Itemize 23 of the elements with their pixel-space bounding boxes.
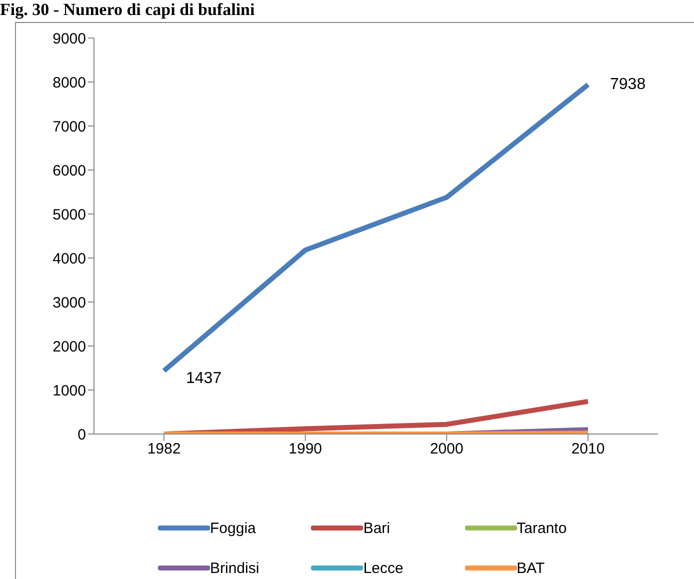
- y-tick-label: 9000: [52, 30, 86, 48]
- x-tick-label: 1982: [147, 440, 181, 458]
- legend-label: Bari: [363, 520, 390, 536]
- y-tick-label: 4000: [52, 250, 86, 268]
- y-tick-label: 8000: [52, 74, 86, 92]
- x-tick-label: 1990: [288, 440, 322, 458]
- data-label: 7938: [610, 76, 646, 93]
- legend-label: Lecce: [363, 560, 404, 576]
- x-tick-label: 2000: [430, 440, 464, 458]
- chart-title: Fig. 30 - Numero di capi di bufalini: [0, 0, 255, 20]
- y-tick-label: 2000: [52, 338, 86, 356]
- y-tick-label: 0: [78, 426, 86, 444]
- x-tick-label: 2010: [571, 440, 605, 458]
- y-tick-label: 3000: [52, 294, 86, 312]
- legend-label: Taranto: [516, 520, 567, 536]
- y-tick-label: 1000: [52, 382, 86, 400]
- legend-label: Brindisi: [210, 560, 260, 576]
- legend-label: Foggia: [210, 520, 256, 536]
- y-tick-label: 6000: [52, 162, 86, 180]
- y-tick-label: 7000: [52, 118, 86, 136]
- y-tick-label: 5000: [52, 206, 86, 224]
- legend-label: BAT: [516, 560, 545, 576]
- data-label: 1437: [186, 370, 222, 388]
